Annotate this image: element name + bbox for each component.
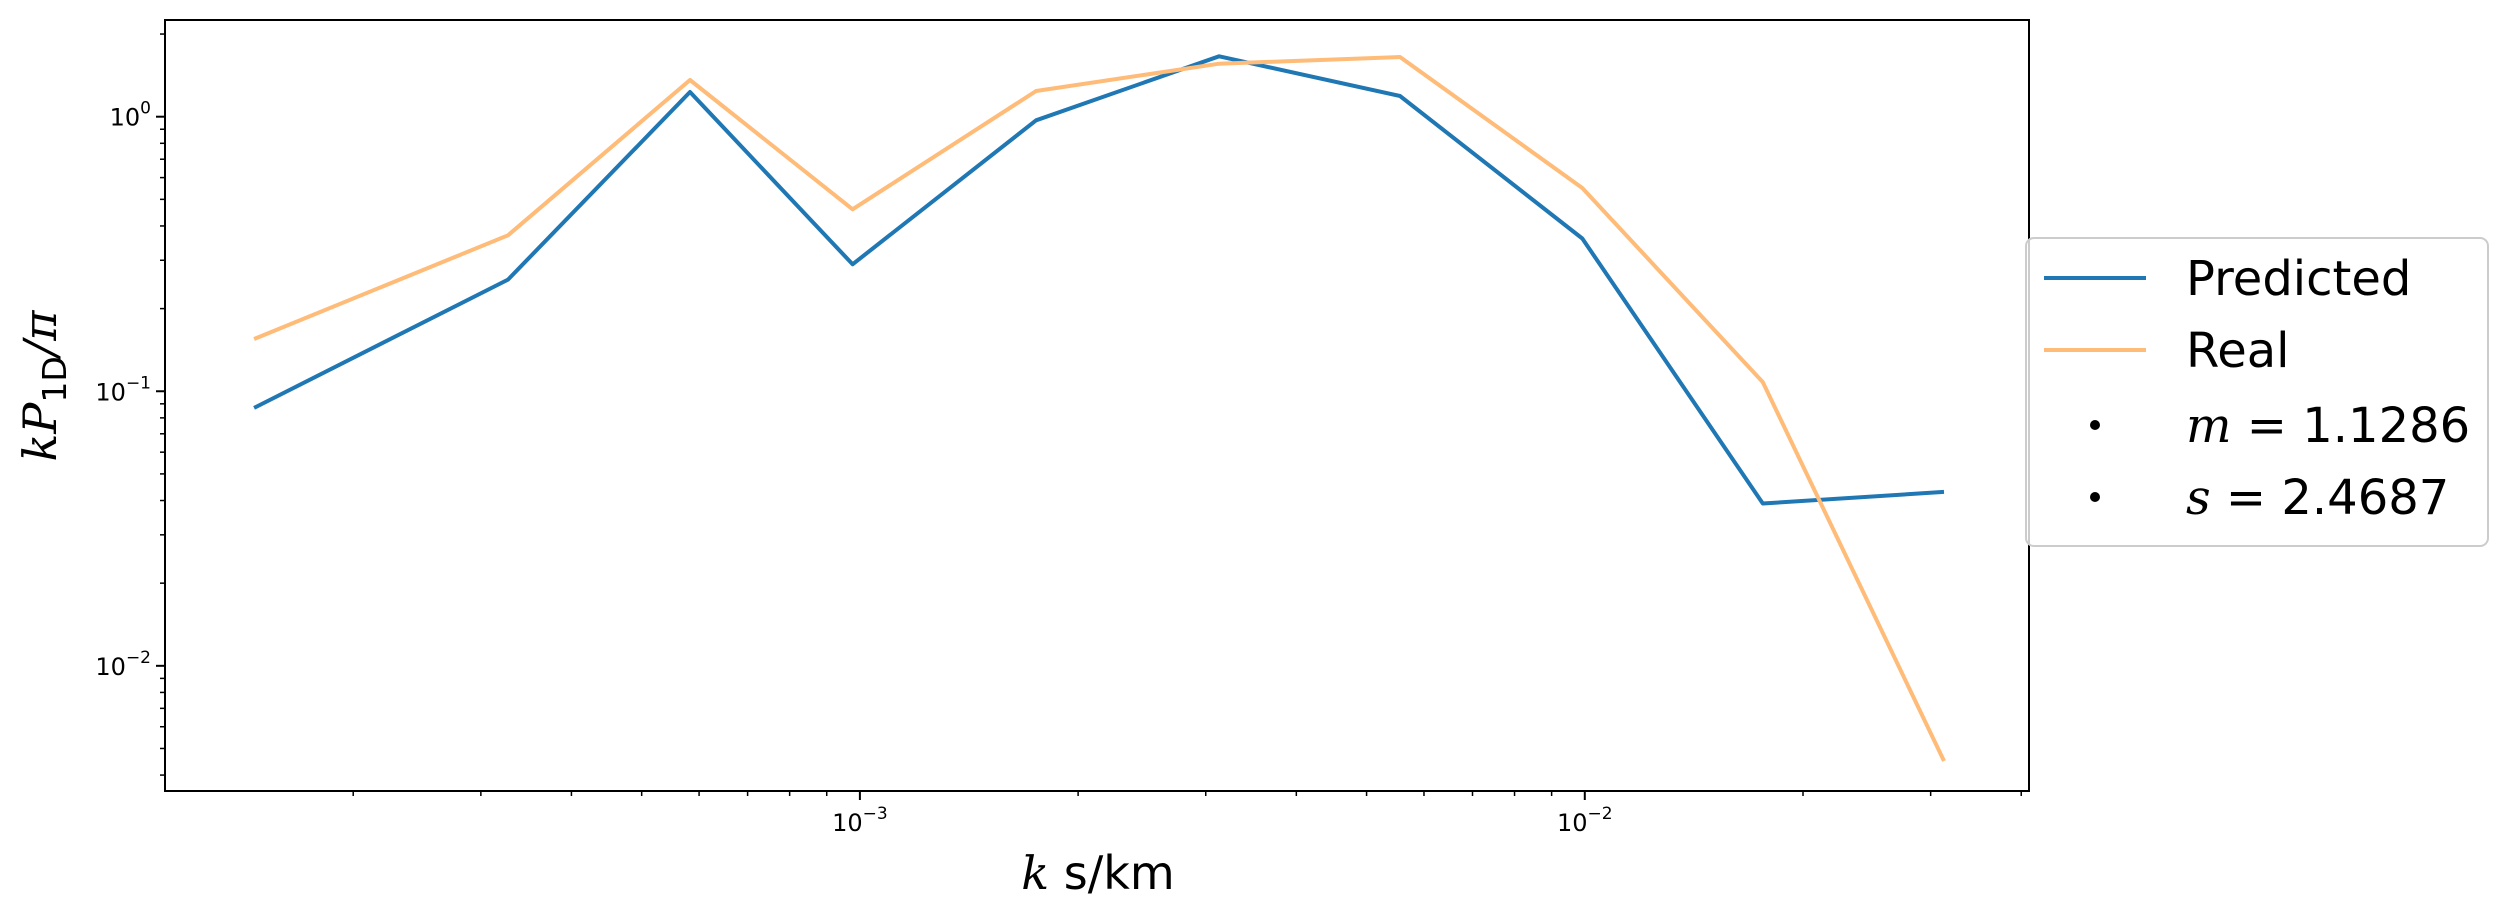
series-line-predicted	[253, 54, 1945, 506]
legend-label-s: s = 2.4687	[2186, 470, 2449, 526]
series-layer	[253, 54, 1946, 762]
x-tick-label: 10−3	[832, 804, 888, 837]
legend-label-m: m = 1.1286	[2186, 398, 2470, 454]
y-axis-label: kP1D/π	[13, 310, 74, 462]
plot-area	[165, 20, 2029, 791]
series-line-real	[253, 55, 1946, 762]
x-axis-label: k s/km	[1021, 846, 1174, 900]
legend-label-predicted: Predicted	[2186, 251, 2411, 307]
y-axis-ticks: 10−2 10−1 100	[95, 33, 165, 776]
y-tick-label: 10−2	[95, 648, 151, 681]
legend-label-real: Real	[2186, 323, 2289, 379]
legend-marker-s	[2090, 492, 2100, 502]
legend-marker-m	[2090, 420, 2100, 430]
x-axis-ticks: 10−3 10−2	[352, 791, 2022, 837]
legend: Predicted Real m = 1.1286 s = 2.4687	[2025, 237, 2489, 547]
legend-box	[2025, 237, 2489, 547]
y-tick-label: 100	[110, 99, 151, 132]
y-tick-label: 10−1	[95, 373, 151, 406]
x-tick-label: 10−2	[1557, 804, 1613, 837]
